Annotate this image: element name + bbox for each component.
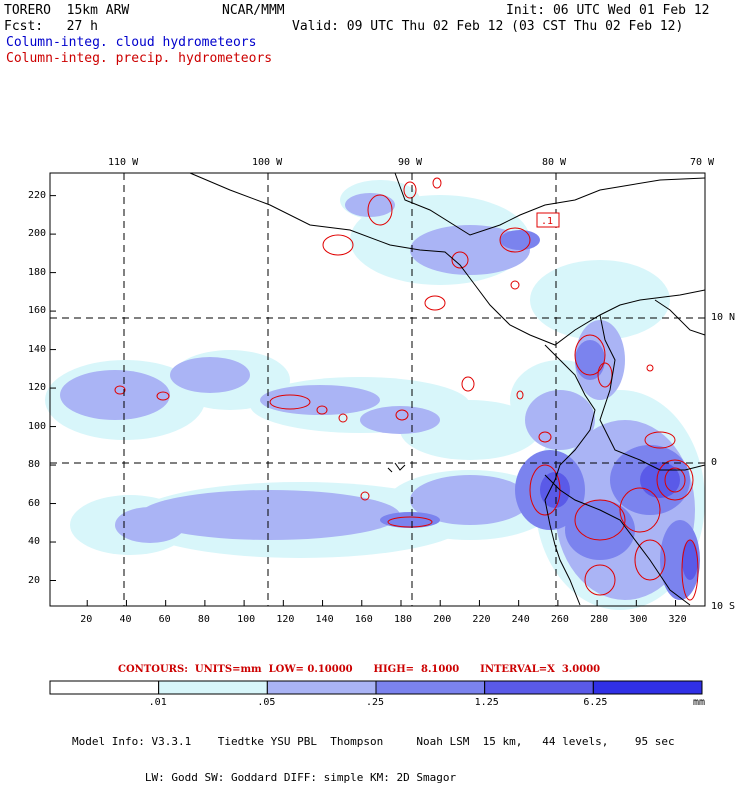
x-tick-label: 60 [158,614,171,625]
colorbar-swatch [158,680,268,695]
contour-label: .1 [541,216,553,227]
model-info-line-1: Model Info: V3.3.1 Tiedtke YSU PBL Thomp… [72,735,675,748]
lat-label-10s: 10 S [711,601,736,612]
x-tick-label: 40 [119,614,132,625]
y-tick-label: 100 [28,420,47,432]
x-tick-label: 260 [550,614,569,625]
colorbar-level-label: 6.25 [583,697,608,708]
y-tick-label: 180 [28,266,47,278]
colorbar-swatch [484,680,594,695]
colorbar-swatch [49,680,160,695]
y-tick-label: 40 [28,536,41,548]
x-tick-label: 20 [80,614,93,625]
y-tick-label: 200 [28,228,47,240]
lon-label-70w: 70 W [690,157,715,168]
center-name: NCAR/MMM [222,3,285,18]
forecast-hour: Fcst: 27 h [4,19,98,34]
axis-tick-marks [50,195,677,606]
init-time: Init: 06 UTC Wed 01 Feb 12 [506,3,710,18]
x-tick-label: 80 [197,614,210,625]
lon-label-80w: 80 W [542,157,567,168]
y-tick-label: 220 [28,189,47,201]
x-tick-label: 160 [354,614,373,625]
lon-label-100w: 100 W [252,157,283,168]
x-tick-label: 140 [315,614,334,625]
y-tick-label: 20 [28,574,41,586]
colorbar-swatch [375,680,486,695]
x-tick-label: 220 [472,614,491,625]
lat-label-10n: 10 N [711,312,736,323]
y-tick-label: 80 [28,459,41,471]
colorbar-unit: mm [693,697,706,708]
x-tick-label: 240 [511,614,530,625]
cloud-field-shading [45,180,705,610]
colorbar [49,680,703,695]
contours-info: CONTOURS: UNITS=mm LOW= 0.10000 HIGH= 8.… [118,664,601,675]
forecast-map: .1 [45,172,706,610]
x-tick-label: 200 [433,614,452,625]
map-frame [49,172,706,607]
x-tick-label: 320 [668,614,687,625]
x-tick-label: 280 [590,614,609,625]
y-tick-label: 140 [28,343,47,355]
model-info-line-2: LW: Godd SW: Goddard DIFF: simple KM: 2D… [72,771,457,784]
lon-label-90w: 90 W [398,157,423,168]
colorbar-level-label: 1.25 [474,697,499,708]
lon-label-110w: 110 W [108,157,139,168]
x-tick-label: 300 [629,614,648,625]
lat-label-0: 0 [711,457,718,468]
colorbar-swatch [266,680,377,695]
y-tick-label: 120 [28,382,47,394]
lat-lon-grid [50,173,705,606]
model-info: Model Info: V3.3.1 Tiedtke YSU PBL Thomp… [72,712,675,796]
field-cloud-label: Column-integ. cloud hydrometeors [6,35,257,50]
x-tick-label: 180 [393,614,413,625]
x-tick-label: 100 [237,614,256,625]
colorbar-swatch [592,680,703,695]
valid-time: Valid: 09 UTC Thu 02 Feb 12 (03 CST Thu … [292,19,684,34]
x-tick-label: 120 [276,614,295,625]
model-name: TORERO 15km ARW [4,3,130,18]
y-tick-label: 160 [28,305,47,317]
coastlines [189,172,706,606]
precip-contours [114,177,699,601]
y-tick-label: 60 [28,497,41,509]
colorbar-level-label: .25 [366,697,385,708]
colorbar-level-label: .01 [148,697,167,708]
contour-label-box [536,212,560,228]
field-precip-label: Column-integ. precip. hydrometeors [6,51,273,66]
colorbar-level-label: .05 [257,697,276,708]
